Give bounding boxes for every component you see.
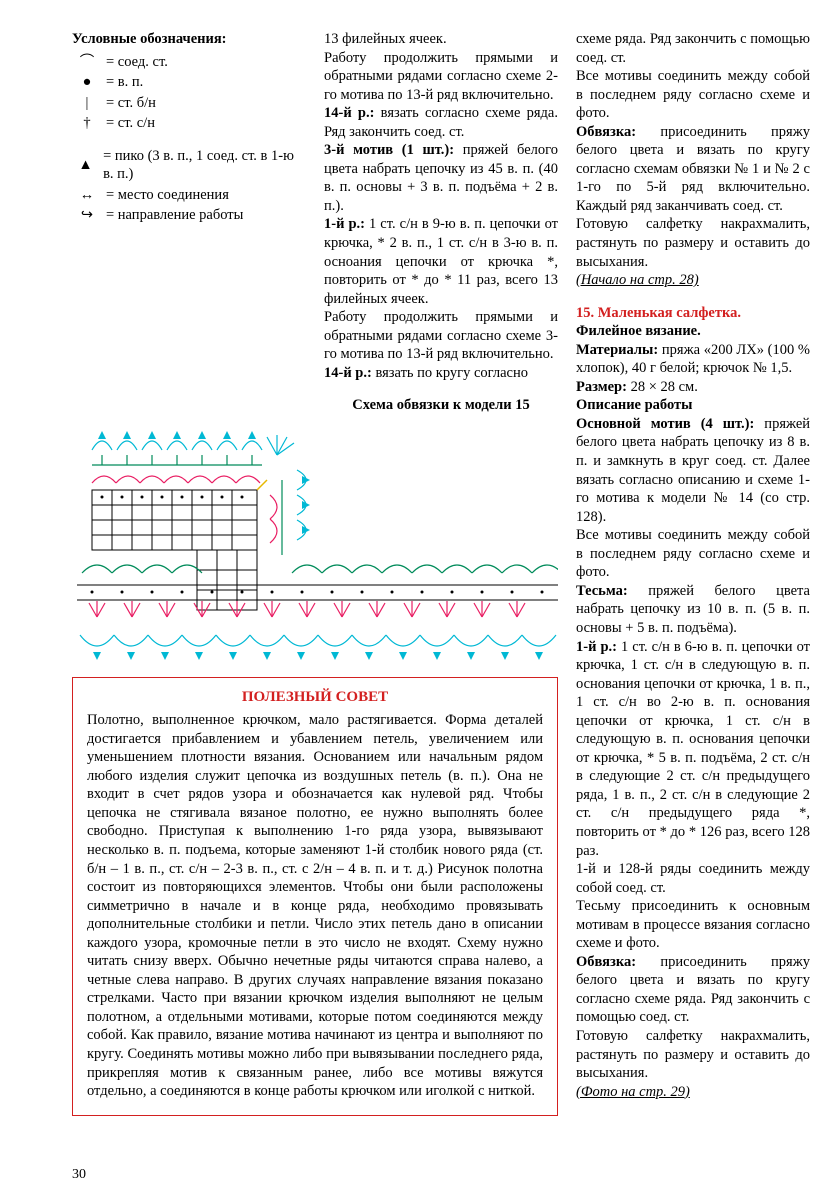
advice-title: ПОЛЕЗНЫЙ СОВЕТ [87,688,543,707]
legend-text: = ст. б/н [106,94,156,113]
model-title: 15. Маленькая салфетка. [576,304,810,323]
legend-item: ↔ = место соединения [72,186,306,205]
legend-symbol: ↔ [72,186,102,205]
column-3: схеме ряда. Ряд закончить с помощью соед… [576,30,810,1116]
braid-label: Тесьма: [576,583,628,599]
technique-label: Филейное вязание. [576,322,810,341]
row-label: 1-й р.: [324,216,365,232]
page-number: 30 [72,1166,86,1184]
body-text: 1-й и 128-й ряды соединить между собой с… [576,860,810,897]
body-text: Работу продолжить прямыми и обратными ря… [324,308,558,364]
legend-symbol: † [72,114,102,133]
legend-item: | = ст. б/н [72,94,306,113]
legend-text: = пико (3 в. п., 1 соед. ст. в 1-ю в. п.… [103,147,306,184]
page-ref: (Начало на стр. 28) [576,271,810,290]
page-ref: (Фото на стр. 29) [576,1083,810,1102]
legend-text: = в. п. [106,73,143,92]
body-text: 3-й мотив (1 шт.): пряжей белого цвета н… [324,141,558,215]
column-2: 13 филейных ячеек. Работу продолжить пря… [324,30,558,421]
advice-box: ПОЛЕЗНЫЙ СОВЕТ Полотно, выполненное крюч… [72,677,558,1116]
body-text: Работу продолжить прямыми и обратными ря… [324,49,558,105]
legend-symbol: ● [72,73,102,92]
legend-text: = соед. ст. [106,53,168,72]
body-text: 14-й р.: вязать по кругу согласно [324,364,558,383]
body-text: Все мотивы соединить между собой в после… [576,526,810,582]
advice-text: Полотно, выполненное крючком, мало растя… [87,711,543,1100]
legend-symbol: ↪ [72,206,102,225]
legend-symbol: ⌒ [72,53,102,72]
legend-symbol: ▲ [72,156,99,175]
legend-symbol: | [72,94,102,113]
body-text: Тесьму присоединить к основным мотивам в… [576,897,810,953]
legend-title: Условные обозначения: [72,30,306,49]
materials-label: Материалы: [576,342,658,358]
legend-item: ⌒ = соед. ст. [72,53,306,72]
page-columns: Условные обозначения: ⌒ = соед. ст. ● = … [72,30,802,1116]
border-label: Обвязка: [576,954,636,970]
row-label: 1-й р.: [576,639,617,655]
body-text: 13 филейных ячеек. [324,30,558,49]
row-label: 14-й р.: [324,105,374,121]
body-text: Все мотивы соединить между собой в после… [576,67,810,123]
body-text: схеме ряда. Ряд закончить с помощью соед… [576,30,810,67]
body-text: Обвязка: присоединить пряжу белого цвета… [576,123,810,216]
row-label: 14-й р.: [324,365,372,381]
body-text: Основной мотив (4 шт.): пряжей белого цв… [576,415,810,526]
size-label: Размер: [576,379,627,395]
crochet-diagram [72,425,558,665]
body-text: Тесьма: пряжей белого цвета набрать цепо… [576,582,810,638]
body-text: Готовую салфетку накрахмалить, растянуть… [576,215,810,271]
body-text: Обвязка: присоединить пряжу белого цвета… [576,953,810,1027]
body-text: Материалы: пряжа «200 ЛХ» (100 % хлопок)… [576,341,810,378]
legend-item: † = ст. с/н [72,114,306,133]
work-description-label: Описание работы [576,396,810,415]
legend-text: = направление работы [106,206,243,225]
legend-item: ▲ = пико (3 в. п., 1 соед. ст. в 1-ю в. … [72,147,306,184]
diagram-label: Схема обвязки к модели 15 [324,396,558,415]
top-row: Условные обозначения: ⌒ = соед. ст. ● = … [72,30,558,421]
motif-label: Основной мотив (4 шт.): [576,416,754,432]
body-text: 1-й р.: 1 ст. с/н в 9-ю в. п. цепочки от… [324,215,558,308]
left-stack: Условные обозначения: ⌒ = соед. ст. ● = … [72,30,558,1116]
body-text: Размер: 28 × 28 см. [576,378,810,397]
legend-text: = ст. с/н [106,114,155,133]
body-text: 14-й р.: вязать согласно схеме ряда. Ряд… [324,104,558,141]
legend-item: ● = в. п. [72,73,306,92]
legend-item: ↪ = направление работы [72,206,306,225]
section-label: Обвязка: [576,124,636,140]
body-text: 1-й р.: 1 ст. с/н в 6-ю в. п. цепочки от… [576,638,810,861]
motif-label: 3-й мотив (1 шт.): [324,142,454,158]
body-text: Готовую салфетку накрахмалить, растянуть… [576,1027,810,1083]
column-1: Условные обозначения: ⌒ = соед. ст. ● = … [72,30,306,421]
legend-text: = место соединения [106,186,229,205]
